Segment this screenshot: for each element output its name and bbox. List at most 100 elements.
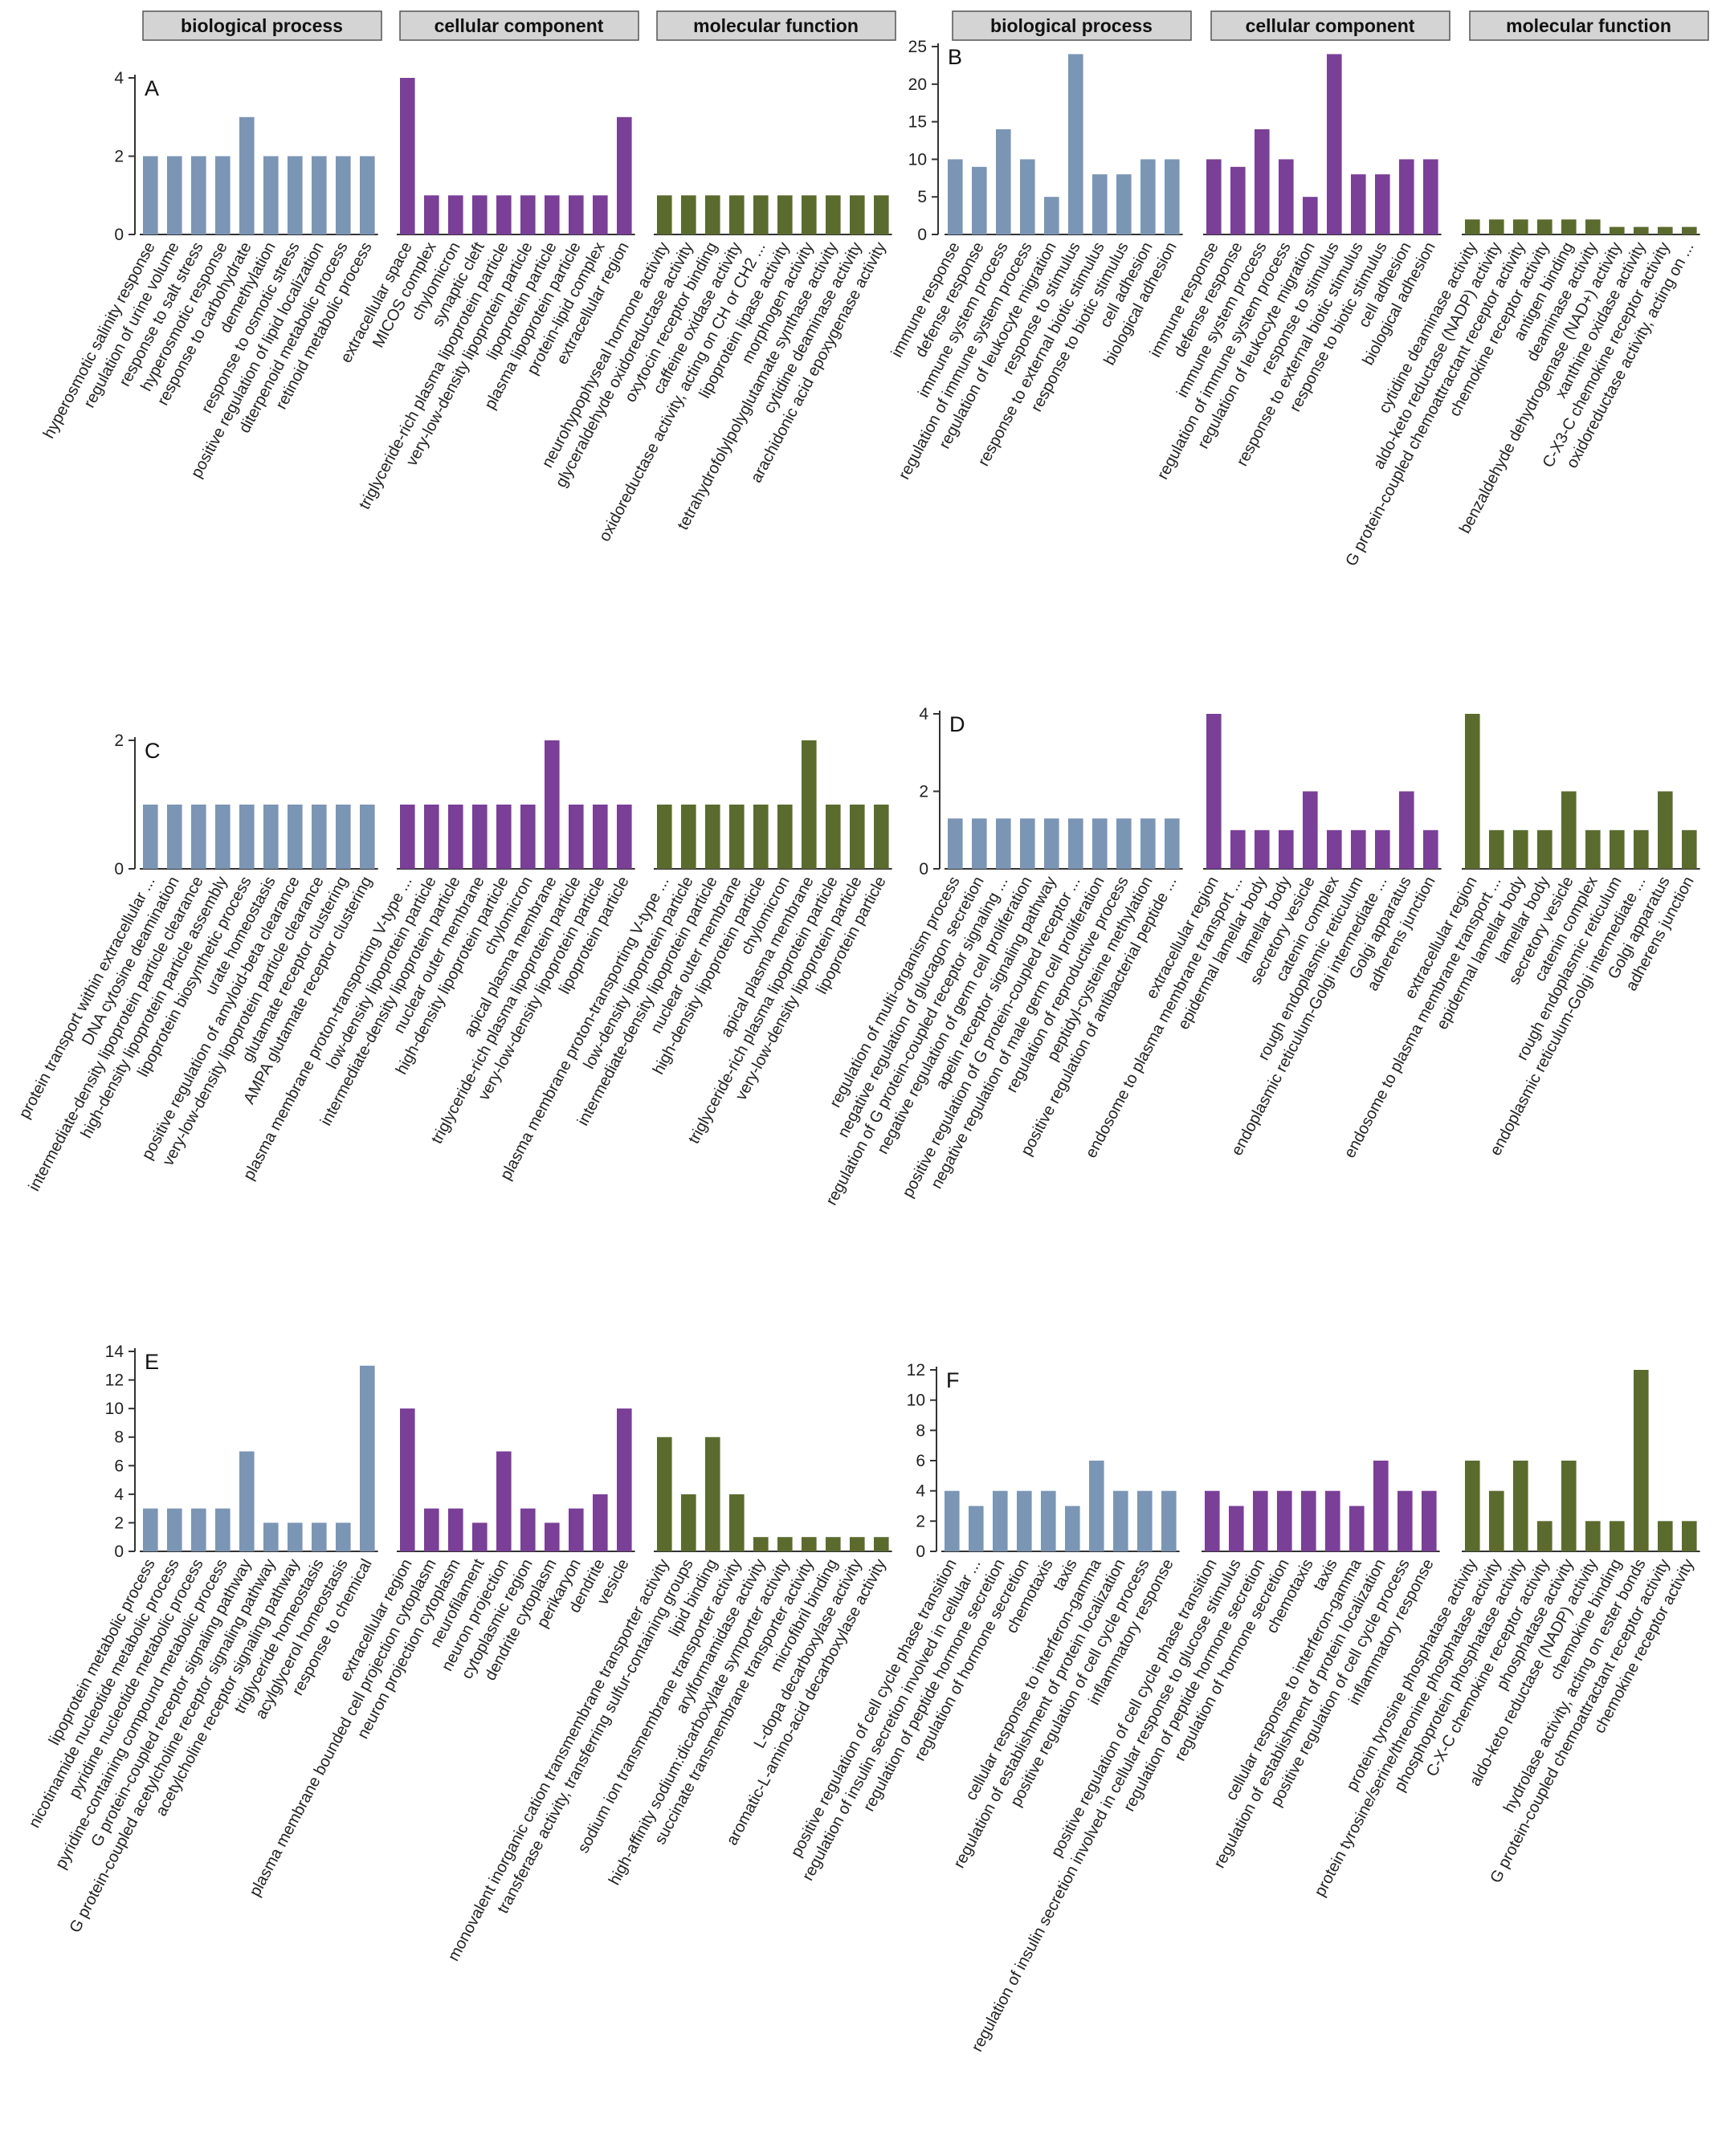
bar — [520, 805, 536, 869]
category-label: G protein-coupled chemoattractant recept… — [1342, 239, 1528, 569]
bar — [874, 195, 889, 235]
bar — [617, 1408, 632, 1551]
bar — [1610, 829, 1625, 870]
bar — [729, 1494, 745, 1551]
bar — [1537, 1521, 1553, 1551]
bar — [288, 156, 303, 234]
y-tick-label: 4 — [916, 1482, 925, 1501]
bar — [874, 1537, 889, 1551]
bar — [1230, 829, 1246, 870]
bar — [1373, 1461, 1389, 1551]
bar — [850, 1537, 865, 1551]
bar — [424, 805, 439, 869]
header-label: biological process — [181, 15, 343, 36]
bar — [1349, 1506, 1365, 1551]
bar — [1489, 219, 1504, 234]
header-label: molecular function — [1506, 15, 1671, 36]
bar — [167, 156, 182, 234]
bar — [263, 1522, 279, 1551]
bar — [681, 1494, 696, 1551]
bar — [1279, 159, 1294, 234]
bar — [215, 156, 231, 234]
bar — [705, 805, 720, 869]
bar — [239, 805, 255, 869]
bar — [777, 805, 793, 869]
y-tick-label: 0 — [114, 226, 124, 244]
bar — [472, 1522, 488, 1551]
bar — [1585, 219, 1601, 234]
bar — [496, 195, 512, 235]
bar — [1561, 1461, 1577, 1551]
bar — [996, 129, 1011, 234]
bar — [1399, 791, 1414, 869]
bar — [705, 195, 720, 235]
bar — [593, 195, 608, 235]
bar — [1325, 1490, 1340, 1551]
bar — [1489, 829, 1504, 870]
bar — [969, 1506, 984, 1551]
bar — [617, 116, 632, 235]
bar — [1303, 197, 1318, 234]
bar — [1537, 219, 1553, 234]
bar — [993, 1490, 1008, 1551]
bar — [520, 195, 536, 235]
bar — [1634, 226, 1649, 234]
bar — [1351, 174, 1366, 234]
bar — [802, 740, 817, 869]
bar — [1206, 714, 1222, 869]
bar — [874, 805, 889, 869]
y-tick-label: 12 — [105, 1371, 124, 1390]
y-tick-label: 0 — [114, 860, 124, 878]
bar — [826, 1537, 841, 1551]
y-tick-label: 4 — [919, 705, 928, 723]
bar — [1068, 818, 1083, 869]
bar — [1513, 219, 1528, 234]
bar — [1537, 829, 1553, 870]
bar — [448, 805, 463, 869]
bar — [1206, 159, 1222, 234]
bar — [729, 805, 745, 869]
bar — [802, 195, 817, 235]
bar — [545, 195, 560, 235]
bar — [215, 1508, 231, 1551]
bar — [496, 1451, 512, 1551]
bar — [288, 805, 303, 869]
y-tick-label: 12 — [907, 1361, 925, 1380]
bar — [753, 1537, 769, 1551]
bar — [545, 1522, 560, 1551]
bar — [520, 1508, 536, 1551]
bar — [1585, 1521, 1601, 1551]
bar — [1397, 1490, 1413, 1551]
bar — [729, 195, 745, 235]
bar — [1229, 1506, 1244, 1551]
panel-letter: D — [949, 712, 965, 736]
bar — [1116, 818, 1132, 869]
bar — [753, 805, 769, 869]
y-tick-label: 2 — [114, 1514, 124, 1532]
bar — [1465, 714, 1480, 869]
bar — [1465, 219, 1480, 234]
bar — [336, 1522, 351, 1551]
bar — [657, 195, 672, 235]
bar — [143, 1508, 158, 1551]
bar — [569, 1508, 584, 1551]
bar — [400, 805, 415, 869]
bar — [1610, 226, 1625, 234]
bar — [263, 156, 279, 234]
bar — [1610, 1521, 1625, 1551]
bar — [569, 805, 584, 869]
bar — [1017, 1490, 1032, 1551]
bar — [1230, 166, 1246, 234]
bar — [948, 818, 963, 869]
bar — [312, 1522, 327, 1551]
bar — [1682, 226, 1697, 234]
header-right-cellular-component: cellular component — [1210, 10, 1451, 41]
bar — [850, 195, 865, 235]
y-tick-label: 0 — [114, 1543, 124, 1561]
bar — [312, 805, 327, 869]
header-left-biological-process: biological process — [142, 10, 382, 41]
